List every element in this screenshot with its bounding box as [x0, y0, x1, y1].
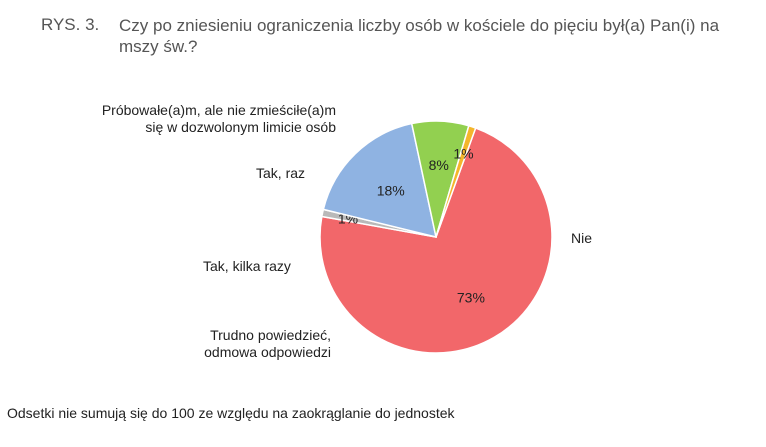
- footnote: Odsetki nie sumują się do 100 ze względu…: [7, 405, 455, 421]
- figure-number: RYS. 3.: [41, 15, 100, 34]
- category-label-probowal-line1: Próbowałe(a)m, ale nie zmieściłe(a)m: [101, 102, 336, 118]
- category-label-trudno: Trudno powiedzieć, odmowa odpowiedzi: [185, 327, 331, 361]
- pie-slice-4: [435, 124, 477, 238]
- category-label-tak-raz: Tak, raz: [256, 165, 306, 181]
- pie-slice-2: [322, 122, 437, 239]
- category-label-probowal-line2: się w dozwolonym limicie osób: [145, 119, 336, 135]
- pie-value-label-4: 1%: [453, 145, 473, 161]
- category-label-nie: Nie: [571, 230, 593, 246]
- pie-value-label-3: 8%: [429, 157, 449, 173]
- pie-slice-0: [319, 127, 553, 354]
- chart-title: Czy po zniesieniu ograniczenia liczby os…: [119, 16, 720, 56]
- category-label-trudno-line2: odmowa odpowiedzi: [204, 344, 331, 360]
- pie-value-label-0: 73%: [457, 290, 485, 306]
- category-label-trudno-line1: Trudno powiedzieć,: [210, 327, 331, 343]
- pie-value-label-2: 18%: [377, 182, 405, 198]
- category-label-probowal: Próbowałe(a)m, ale nie zmieściłe(a)m się…: [80, 102, 336, 136]
- category-label-kilka-razy: Tak, kilka razy: [203, 258, 291, 274]
